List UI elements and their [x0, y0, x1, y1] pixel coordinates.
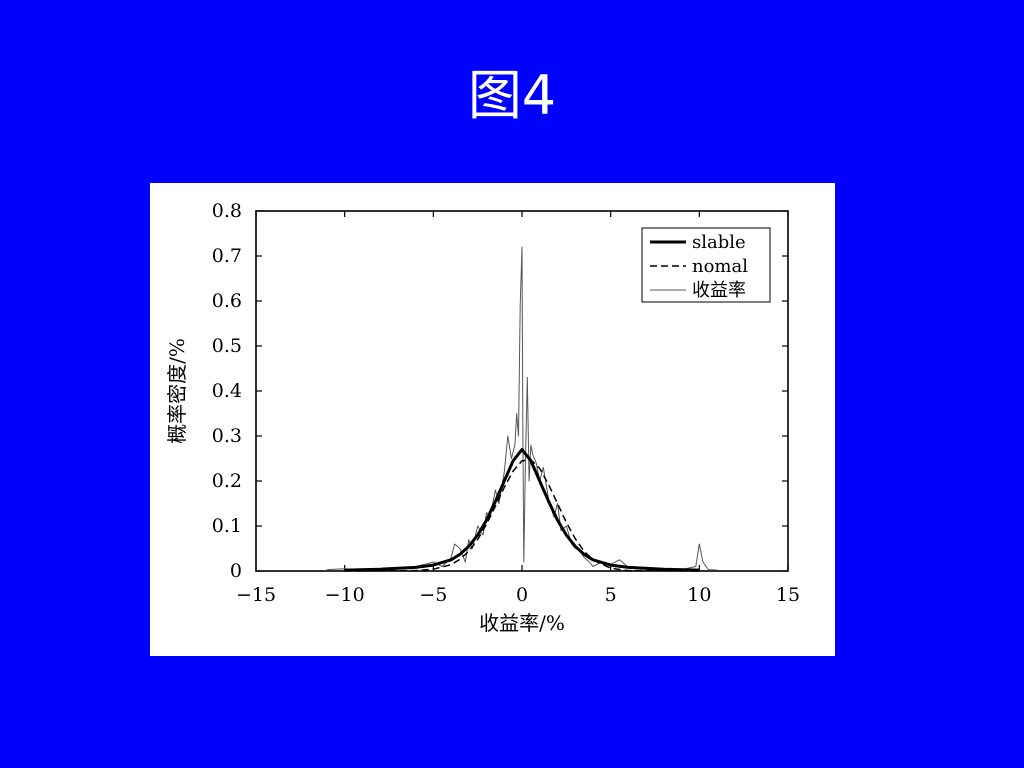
- y-tick-label: 0.5: [212, 335, 242, 357]
- y-axis-label: 概率密度/%: [165, 338, 189, 444]
- y-axis-ticks: 0 0.1 0.2 0.3 0.4 0.5 0.6 0.7 0.8: [212, 200, 788, 582]
- x-tick-label: −10: [325, 584, 365, 606]
- slide-title: 图4: [467, 64, 557, 127]
- x-tick-label: −15: [236, 584, 276, 606]
- x-tick-label: 15: [776, 584, 800, 606]
- series-line-solid-thick: [344, 448, 700, 572]
- series-lines: [326, 246, 718, 572]
- legend-label: nomal: [692, 256, 748, 277]
- legend-label: slable: [692, 232, 746, 253]
- x-tick-label: 5: [605, 584, 617, 606]
- y-tick-label: 0.1: [212, 515, 242, 537]
- series-line-dashed: [344, 459, 700, 572]
- y-tick-label: 0.7: [212, 245, 242, 267]
- x-axis-ticks: −15 −10 −5 0 5 10 15: [236, 211, 800, 606]
- y-tick-label: 0.4: [212, 380, 242, 402]
- y-tick-label: 0: [230, 560, 242, 582]
- x-tick-label: 10: [687, 584, 711, 606]
- x-tick-label: −5: [419, 584, 447, 606]
- y-tick-label: 0.6: [212, 290, 242, 312]
- y-tick-label: 0.2: [212, 470, 242, 492]
- y-tick-label: 0.8: [212, 200, 242, 222]
- x-tick-label: 0: [516, 584, 528, 606]
- x-axis-label: 收益率/%: [479, 611, 565, 635]
- legend-label: 收益率: [692, 280, 746, 301]
- y-tick-label: 0.3: [212, 425, 242, 447]
- legend: slable nomal 收益率: [641, 227, 771, 303]
- figure-panel: −15 −10 −5 0 5 10 15 0 0.1 0.2 0.3 0.4 0.5 0.6 0.7 0.8…: [150, 183, 835, 656]
- density-chart: −15 −10 −5 0 5 10 15 0 0.1 0.2 0.3 0.4 0.5 0.6 0.7 0.8…: [165, 200, 800, 635]
